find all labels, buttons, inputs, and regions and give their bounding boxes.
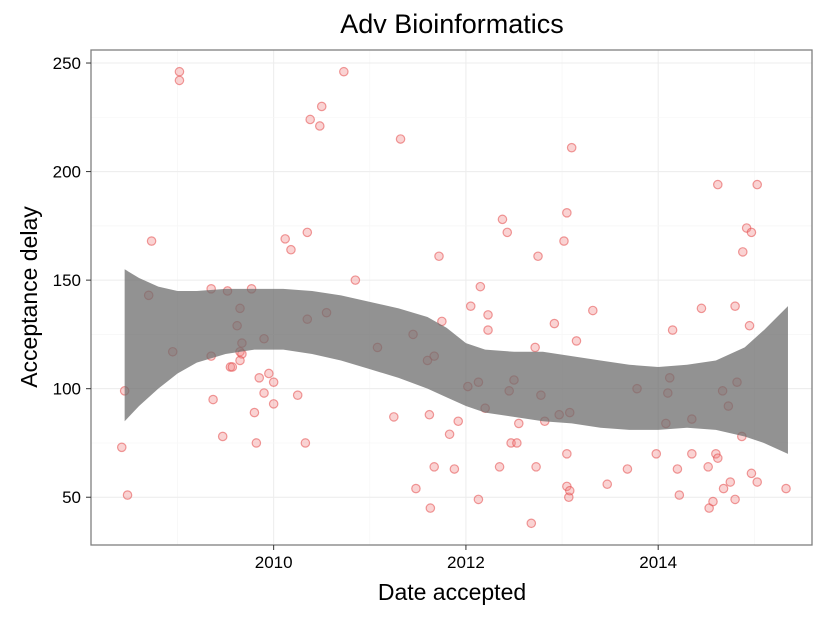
- data-point: [602, 479, 613, 490]
- data-point: [752, 179, 763, 190]
- data-point: [737, 247, 748, 257]
- data-point: [268, 399, 279, 409]
- data-point: [530, 342, 540, 353]
- data-point: [314, 121, 325, 131]
- data-point: [251, 438, 262, 448]
- plot-border: [90, 49, 813, 546]
- data-point: [453, 416, 464, 427]
- data-point: [395, 134, 406, 144]
- data-point: [781, 483, 791, 494]
- data-point: [483, 310, 493, 320]
- data-point: [494, 462, 505, 472]
- data-point: [475, 281, 486, 292]
- data-point: [746, 468, 757, 479]
- y-tick-label: 150: [53, 271, 81, 290]
- smooth-confidence-band: [124, 269, 788, 454]
- data-point: [712, 453, 723, 463]
- data-point: [531, 462, 541, 472]
- x-axis: 2010 2012 2014: [255, 545, 677, 572]
- data-point: [708, 496, 718, 507]
- data-point: [526, 518, 537, 529]
- data-point: [725, 477, 736, 487]
- data-point: [122, 490, 133, 500]
- data-point: [425, 503, 436, 513]
- data-point: [674, 490, 685, 500]
- data-point: [712, 179, 723, 190]
- data-point: [651, 449, 662, 459]
- data-point: [449, 464, 460, 474]
- data-point: [249, 407, 260, 418]
- data-point: [559, 236, 569, 246]
- data-point: [264, 368, 274, 379]
- data-point: [502, 227, 513, 238]
- data-point: [483, 325, 493, 335]
- data-point: [292, 390, 303, 400]
- data-point: [566, 142, 577, 153]
- y-axis-title: Acceptance delay: [16, 206, 42, 388]
- data-point: [268, 377, 279, 387]
- data-point: [672, 464, 683, 474]
- x-axis-title: Date accepted: [378, 579, 526, 605]
- data-point: [174, 66, 185, 77]
- data-point: [752, 477, 763, 487]
- data-point: [744, 320, 755, 331]
- data-point: [533, 251, 543, 262]
- y-axis: 50 100 150 200 250: [53, 54, 91, 507]
- data-point: [730, 494, 740, 505]
- data-point: [411, 483, 421, 494]
- data-point: [730, 301, 740, 311]
- data-point: [703, 462, 713, 472]
- y-tick-label: 100: [53, 380, 81, 399]
- data-point: [259, 388, 269, 398]
- data-point: [174, 75, 185, 86]
- data-point: [305, 114, 315, 125]
- x-tick-label: 2012: [447, 553, 485, 572]
- y-tick-label: 200: [53, 163, 81, 182]
- data-point: [497, 214, 508, 225]
- data-point: [146, 236, 157, 246]
- data-point: [429, 462, 439, 472]
- data-point: [434, 251, 444, 262]
- data-point: [687, 449, 697, 459]
- data-point: [746, 227, 757, 238]
- data-point: [350, 275, 361, 285]
- data-point: [588, 305, 598, 316]
- data-point: [208, 394, 218, 405]
- data-point: [622, 464, 633, 474]
- data-point: [280, 234, 290, 244]
- data-point: [465, 301, 476, 311]
- chart-title: Adv Bioinformatics: [340, 9, 564, 39]
- data-point: [473, 494, 484, 505]
- data-point: [254, 373, 265, 383]
- data-point: [217, 431, 228, 442]
- x-tick-label: 2010: [255, 553, 293, 572]
- data-point: [718, 483, 729, 494]
- data-point: [116, 442, 127, 453]
- data-point: [300, 438, 311, 448]
- data-point: [667, 325, 678, 335]
- y-tick-label: 50: [62, 488, 81, 507]
- x-tick-label: 2014: [639, 553, 677, 572]
- data-point: [562, 208, 572, 218]
- data-point: [562, 449, 572, 459]
- data-point: [564, 485, 575, 496]
- y-tick-label: 250: [53, 54, 81, 73]
- data-point: [444, 429, 455, 440]
- data-point: [696, 303, 707, 314]
- data-point: [286, 244, 296, 255]
- data-point: [235, 355, 245, 366]
- data-point: [549, 318, 560, 329]
- data-point: [389, 412, 399, 422]
- data-point: [424, 409, 435, 420]
- data-point: [339, 66, 349, 77]
- data-point: [513, 418, 524, 429]
- smooth-band-layer: [124, 269, 788, 454]
- data-point: [316, 101, 327, 112]
- data-point: [571, 336, 582, 346]
- data-point: [227, 362, 238, 372]
- data-point: [512, 438, 522, 448]
- data-point: [302, 227, 313, 238]
